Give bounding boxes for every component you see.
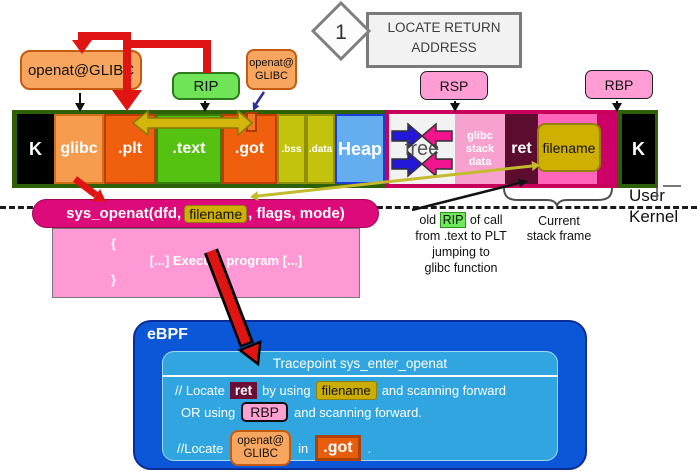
step-title-line1: LOCATE RETURN (387, 20, 501, 35)
segment-kernel-right: K (622, 114, 655, 184)
ebpf-title: eBPF (147, 326, 188, 343)
memory-layout-bar: K glibc .plt .text .got .bss .data Heap … (12, 110, 658, 188)
old-rip-post: of call (466, 213, 503, 227)
step-title-line2: ADDRESS (411, 40, 477, 55)
rip-chip-note: RIP (439, 212, 467, 228)
rbp-chip: RBP (241, 402, 288, 422)
segment-free-stack: free (389, 114, 455, 184)
openat-chip-line2: GLIBC (243, 448, 278, 460)
segment-glibc-stack-data: glibc stack data (455, 114, 505, 184)
user-kernel-labels: User Kernel (629, 185, 678, 227)
rip-register-box: RIP (172, 72, 240, 100)
kernel-label: Kernel (629, 207, 679, 226)
ebpf-container: eBPF Tracepoint sys_enter_openat // Loca… (133, 320, 587, 470)
user-label: User (629, 186, 665, 205)
segment-bss: .bss (277, 114, 306, 184)
line1-post: and scanning forward (381, 383, 507, 398)
line3-pre: //Locate (177, 440, 224, 456)
openat-small-line1: openat@ (249, 56, 294, 69)
ret-chip: ret (229, 382, 258, 399)
old-rip-note: old RIP of call from .text to PLT jumpin… (396, 212, 526, 276)
stack-region: free glibc stack data ret filename (385, 110, 617, 188)
filename-chip-stack: filename (537, 123, 601, 172)
blue-arrow-openat-to-got-entry (252, 91, 266, 111)
sys-openat-signature: sys_openat(dfd, filename, flags, mode) (32, 199, 379, 228)
segment-kernel-left: K (17, 114, 54, 184)
filename-chip-ebpf: filename (315, 381, 377, 400)
signature-pre: sys_openat(dfd, (66, 205, 182, 222)
body-brace-open: { (111, 236, 117, 251)
execute-program-text: [...] Execute program [...] (149, 253, 303, 268)
body-brace-close: } (111, 272, 117, 287)
filename-chip-signature: filename (184, 204, 248, 223)
got-entry-slot (246, 112, 257, 132)
old-rip-pre: old (419, 213, 440, 227)
rbp-register-box: RBP (585, 70, 653, 99)
segment-free-label: free (404, 137, 440, 160)
step-diamond-badge: 1 (310, 0, 372, 62)
segment-plt: .plt (104, 114, 156, 184)
line1-mid: by using (262, 383, 311, 398)
segment-text: .text (156, 114, 222, 184)
signature-post: , flags, mode) (248, 205, 345, 222)
openat-chip-line1: openat@ (237, 435, 285, 447)
got-chip: .got (315, 435, 361, 461)
openat-glibc-chip: openat@ GLIBC (230, 430, 292, 466)
comment-line-2: OR using RBP and scanning forward. (163, 402, 557, 422)
segment-stack-frame: filename (537, 114, 601, 184)
current-stack-frame-label: Current stack frame (526, 214, 592, 243)
openat-glibc-label-box: openat@GLIBC (20, 50, 142, 90)
line1-pre: // Locate (175, 383, 225, 398)
line3-mid: in (298, 440, 309, 456)
comment-line-3: //Locate openat@ GLIBC in .got . (163, 430, 557, 466)
tracepoint-title: Tracepoint sys_enter_openat (272, 356, 448, 371)
stack-frame-brace (503, 187, 613, 207)
old-rip-line4: glibc function (424, 261, 498, 275)
segment-data: .data (306, 114, 335, 184)
tracepoint-box: Tracepoint sys_enter_openat // Locate re… (162, 351, 558, 466)
sys-openat-body: { [...] Execute program [...] } (52, 228, 360, 298)
rsp-register-box: RSP (420, 71, 488, 100)
tracepoint-separator (163, 375, 557, 377)
line2-post: and scanning forward. (294, 404, 422, 420)
old-rip-line2: from .text to PLT (415, 229, 507, 243)
segment-ret: ret (505, 114, 538, 184)
old-rip-line3: jumping to (432, 245, 490, 259)
step-title-box: LOCATE RETURN ADDRESS (366, 12, 522, 68)
openat-glibc-got-label-box: openat@ GLIBC (246, 49, 297, 90)
step-number: 1 (335, 21, 347, 44)
segment-heap: Heap (335, 114, 385, 184)
line2-pre: OR using (181, 404, 236, 420)
openat-small-line2: GLIBC (254, 69, 288, 82)
segment-frame-end (597, 114, 617, 184)
line3-post: . (367, 440, 372, 456)
comment-line-1: // Locate ret by using filename and scan… (163, 381, 557, 400)
segment-glibc: glibc (54, 114, 104, 184)
